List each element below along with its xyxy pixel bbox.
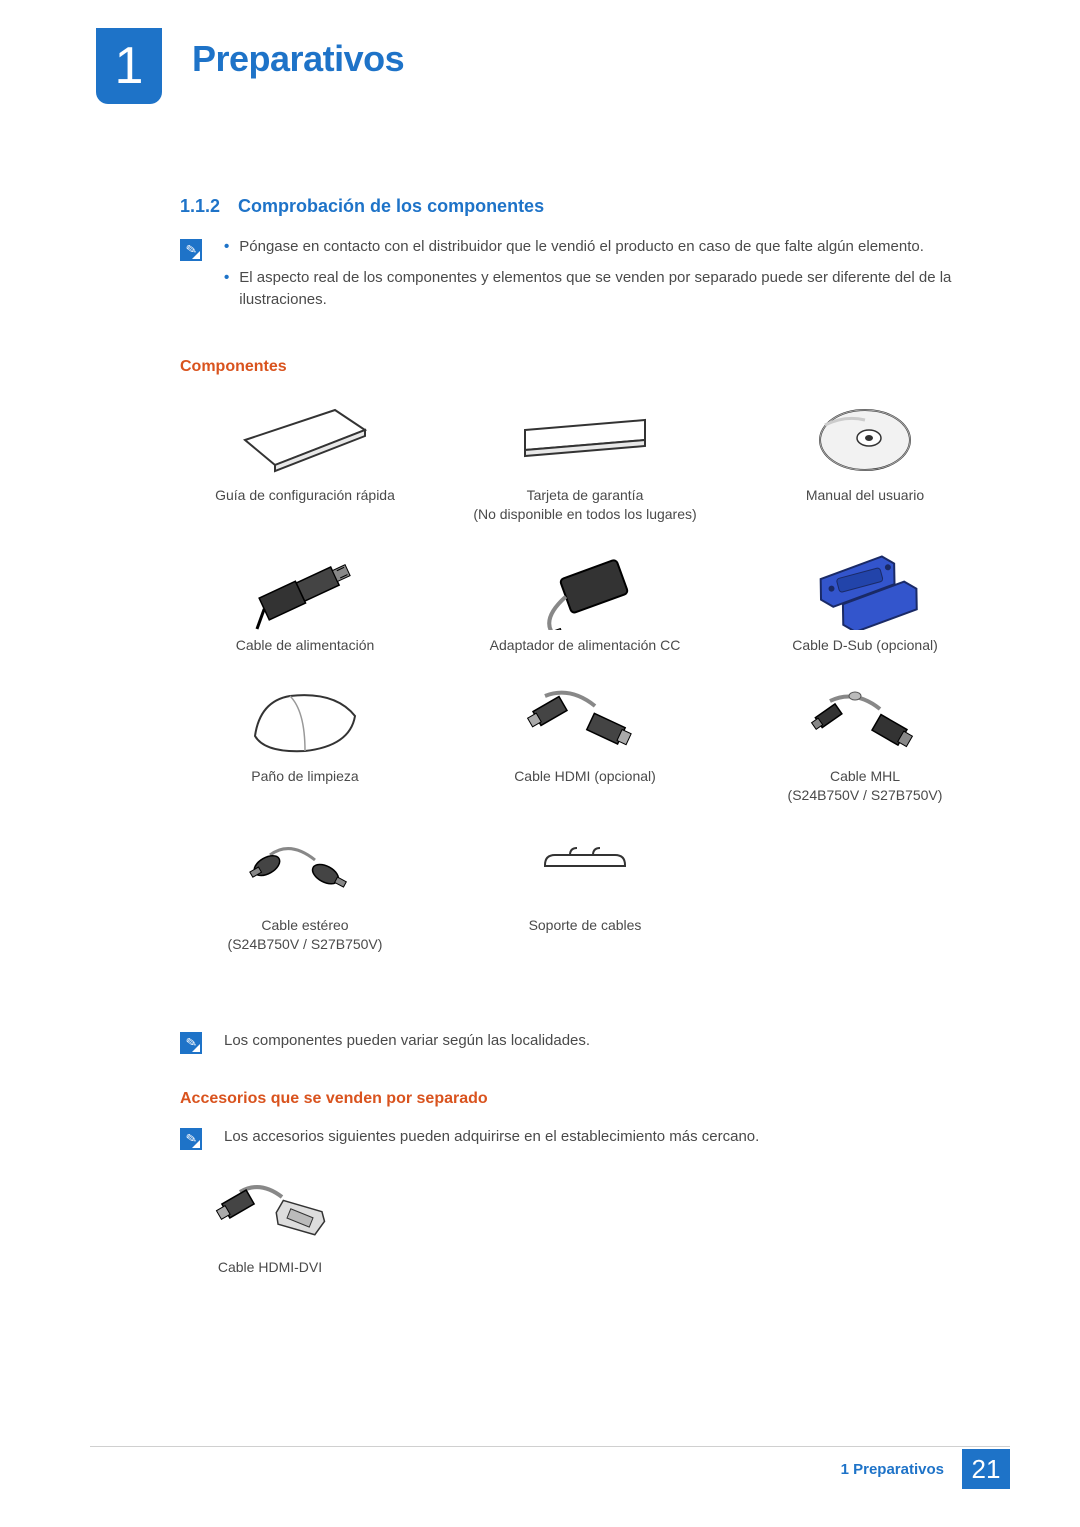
- components-heading: Componentes: [180, 358, 287, 376]
- component-cell: Cable D-Sub (opcional): [740, 550, 990, 655]
- accessory-cell: Cable HDMI-DVI: [200, 1172, 340, 1277]
- note-icon: ✎: [180, 239, 202, 261]
- component-label: Tarjeta de garantía(No disponible en tod…: [473, 486, 696, 524]
- stereo-icon: [235, 830, 375, 910]
- component-cell: Tarjeta de garantía(No disponible en tod…: [460, 400, 710, 524]
- component-cell: Cable de alimentación: [180, 550, 430, 655]
- component-label: Cable MHL(S24B750V / S27B750V): [788, 767, 943, 805]
- hdmi-dvi-icon: [200, 1172, 340, 1252]
- component-cell: Manual del usuario: [740, 400, 990, 524]
- chapter-number-tab: 1: [96, 28, 162, 104]
- note-icon: ✎: [180, 1128, 202, 1150]
- component-label: Cable de alimentación: [236, 636, 375, 655]
- component-label: Cable D-Sub (opcional): [792, 636, 938, 655]
- power-cord-icon: [235, 550, 375, 630]
- component-label: Guía de configuración rápida: [215, 486, 395, 505]
- note-1-item-1: El aspecto real de los componentes y ele…: [239, 267, 990, 312]
- section-title: Comprobación de los componentes: [238, 196, 544, 217]
- component-label: Adaptador de alimentación CC: [490, 636, 681, 655]
- chapter-title: Preparativos: [192, 38, 404, 80]
- component-cell: Guía de configuración rápida: [180, 400, 430, 524]
- accessories-grid: Cable HDMI-DVI: [200, 1172, 340, 1277]
- disc-icon: [795, 400, 935, 480]
- cloth-icon: [235, 681, 375, 761]
- component-cell: Cable HDMI (opcional): [460, 681, 710, 805]
- component-cell: Cable estéreo(S24B750V / S27B750V): [180, 830, 430, 954]
- note-list-1: •Póngase en contacto con el distribuidor…: [224, 236, 990, 312]
- note-3-text: Los accesorios siguientes pueden adquiri…: [224, 1128, 759, 1145]
- component-cell: Paño de limpieza: [180, 681, 430, 805]
- component-cell: Cable MHL(S24B750V / S27B750V): [740, 681, 990, 805]
- note-2-text: Los componentes pueden variar según las …: [224, 1032, 590, 1049]
- component-label: Soporte de cables: [529, 916, 642, 935]
- component-label: Cable estéreo(S24B750V / S27B750V): [228, 916, 383, 954]
- hdmi-icon: [515, 681, 655, 761]
- note-1-item-0: Póngase en contacto con el distribuidor …: [239, 236, 924, 259]
- accessory-label: Cable HDMI-DVI: [218, 1258, 322, 1277]
- section-number: 1.1.2: [180, 196, 220, 217]
- component-cell: Soporte de cables: [460, 830, 710, 954]
- accessories-heading: Accesorios que se venden por separado: [180, 1090, 488, 1108]
- components-grid: Guía de configuración rápida Tarjeta de g…: [180, 400, 990, 954]
- component-label: Cable HDMI (opcional): [514, 767, 656, 786]
- sheet-angled-icon: [235, 400, 375, 480]
- holder-icon: [515, 830, 655, 910]
- footer-chapter-label: 1 Preparativos: [841, 1461, 944, 1478]
- mhl-icon: [795, 681, 935, 761]
- component-cell: Adaptador de alimentación CC: [460, 550, 710, 655]
- footer-divider: [90, 1446, 1010, 1447]
- footer-page-number: 21: [962, 1449, 1010, 1489]
- sheet-flat-icon: [515, 400, 655, 480]
- component-label: Paño de limpieza: [251, 767, 358, 786]
- component-label: Manual del usuario: [806, 486, 924, 505]
- dsub-icon: [795, 550, 935, 630]
- adapter-icon: [515, 550, 655, 630]
- note-icon: ✎: [180, 1032, 202, 1054]
